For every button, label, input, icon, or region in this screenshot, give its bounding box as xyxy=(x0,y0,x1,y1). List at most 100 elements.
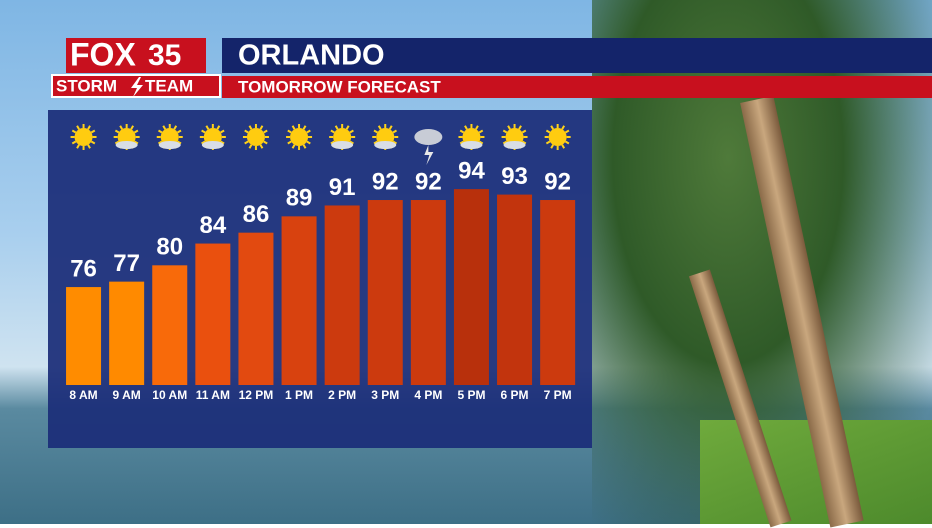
sun-ray xyxy=(349,129,354,134)
sun-ray xyxy=(545,129,551,134)
bar xyxy=(410,200,446,385)
x-tick-label: 12 PM xyxy=(239,388,274,402)
sun-ray xyxy=(478,129,484,134)
sun-ray xyxy=(377,125,382,130)
sun-ray xyxy=(259,125,264,130)
bar xyxy=(367,200,403,385)
sun-ray xyxy=(87,125,91,130)
sun-ray xyxy=(119,125,124,130)
sun-ray xyxy=(244,140,249,145)
sun-ray xyxy=(502,140,508,145)
sun-ray xyxy=(561,144,566,149)
sun-ray xyxy=(177,140,182,145)
sun-ray xyxy=(248,125,253,130)
x-tick-label: 1 PM xyxy=(285,388,313,402)
sun-ray xyxy=(502,129,508,134)
cloud xyxy=(460,141,483,149)
x-tick-label: 8 AM xyxy=(69,388,97,402)
sun-ray xyxy=(521,129,527,134)
bar xyxy=(152,265,188,385)
bar xyxy=(540,200,576,385)
bar xyxy=(324,205,360,385)
sun-ray xyxy=(521,140,527,145)
cloud xyxy=(331,141,354,149)
cloud xyxy=(374,141,397,149)
sun-ray xyxy=(87,144,91,149)
x-tick-label: 2 PM xyxy=(328,388,356,402)
lightning xyxy=(424,145,434,165)
sun-ray xyxy=(216,125,221,130)
sun-ray xyxy=(244,129,249,134)
sun-ray xyxy=(392,140,398,145)
bar xyxy=(109,281,145,385)
subtitle-bar xyxy=(222,76,932,98)
sun xyxy=(548,128,567,146)
sun-ray xyxy=(76,125,80,130)
sun-ray xyxy=(373,129,378,134)
bar xyxy=(66,287,102,385)
sun-ray xyxy=(550,125,555,130)
sun-ray xyxy=(302,144,307,149)
cloud xyxy=(201,141,224,149)
x-tick-label: 7 PM xyxy=(544,388,572,402)
bar xyxy=(238,232,274,385)
sun-ray xyxy=(114,140,120,145)
logo-channel: 35 xyxy=(148,39,181,72)
sun-ray xyxy=(201,129,206,134)
value-label: 84 xyxy=(199,212,226,239)
sun-ray xyxy=(130,125,135,130)
sun-ray xyxy=(349,140,354,145)
sun-ray xyxy=(564,129,570,134)
sun-ray xyxy=(287,140,292,145)
sun-ray xyxy=(205,125,210,130)
x-tick-label: 3 PM xyxy=(371,388,399,402)
value-label: 93 xyxy=(501,163,528,190)
value-label: 92 xyxy=(544,168,571,195)
sun-ray xyxy=(90,140,96,145)
x-tick-label: 5 PM xyxy=(457,388,485,402)
value-label: 76 xyxy=(70,255,97,282)
sun-ray xyxy=(518,125,522,130)
sun-ray xyxy=(373,140,378,145)
sun-ray xyxy=(248,144,253,149)
value-label: 92 xyxy=(372,168,399,195)
sun-ray xyxy=(76,144,80,149)
value-label: 92 xyxy=(415,168,442,195)
sun-ray xyxy=(114,129,120,134)
logo-bolt xyxy=(131,77,143,97)
sun-ray xyxy=(392,129,398,134)
sun-ray xyxy=(475,125,479,130)
sun-ray xyxy=(550,144,555,149)
sun-ray xyxy=(564,140,570,145)
value-label: 89 xyxy=(286,185,313,212)
sun-ray xyxy=(287,129,292,134)
sun-ray xyxy=(263,129,268,134)
cloud xyxy=(158,141,181,149)
sun-ray xyxy=(173,125,178,130)
sun-ray xyxy=(90,129,96,134)
sun-ray xyxy=(220,129,225,134)
x-tick-label: 6 PM xyxy=(501,388,529,402)
cloud xyxy=(503,141,526,149)
bar xyxy=(281,216,317,385)
cloud xyxy=(115,141,138,149)
sun-ray xyxy=(263,140,268,145)
sun-ray xyxy=(133,129,139,134)
value-label: 91 xyxy=(329,174,356,201)
sun-ray xyxy=(478,140,484,145)
x-tick-label: 10 AM xyxy=(152,388,187,402)
sun-ray xyxy=(330,129,335,134)
sun-ray xyxy=(133,140,139,145)
sun-ray xyxy=(157,140,163,145)
sun-ray xyxy=(545,140,551,145)
sun-ray xyxy=(201,140,206,145)
sun-ray xyxy=(464,125,468,130)
sun-ray xyxy=(291,125,296,130)
sun-ray xyxy=(561,125,566,130)
title-bar xyxy=(222,38,932,73)
chart-subtitle: TOMORROW FORECAST xyxy=(238,77,441,96)
sun-ray xyxy=(330,140,335,145)
